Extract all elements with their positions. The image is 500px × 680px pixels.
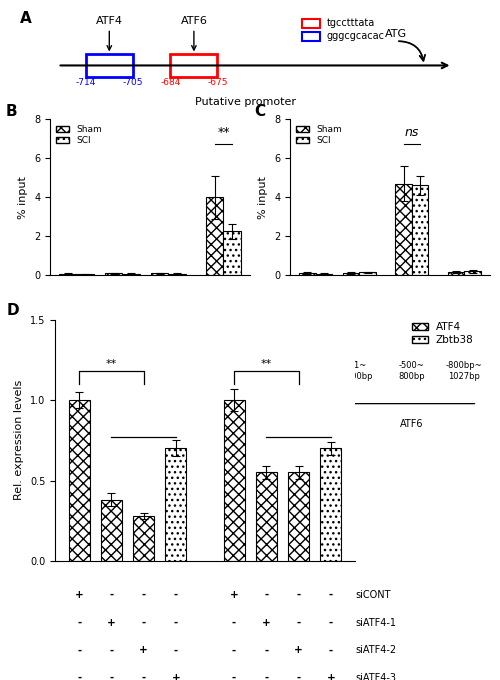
Text: -: - [110, 673, 114, 680]
Text: -: - [264, 590, 268, 600]
Bar [168, 274, 186, 275]
Text: IgG: IgG [68, 420, 85, 429]
Text: +: + [262, 617, 270, 628]
Text: ATF4: ATF4 [96, 16, 123, 50]
Bar [206, 197, 224, 275]
Bar [105, 273, 122, 275]
Text: ATG: ATG [385, 29, 407, 39]
Text: **: ** [217, 126, 230, 139]
Bar [464, 271, 481, 275]
Text: -: - [110, 590, 114, 600]
Bar [320, 448, 342, 561]
Text: -: - [296, 590, 300, 600]
Text: -: - [232, 645, 236, 656]
Bar [299, 273, 316, 275]
Bar [302, 32, 320, 41]
Text: -: - [328, 590, 333, 600]
Text: ATF6: ATF6 [180, 16, 208, 50]
Bar [151, 273, 168, 275]
Text: -: - [296, 673, 300, 680]
Text: B: B [6, 104, 18, 119]
Text: -675: -675 [207, 78, 228, 87]
Text: -: - [174, 617, 178, 628]
Text: -535~
935bp: -535~ 935bp [63, 362, 90, 381]
Bar [170, 54, 218, 77]
Text: siATF4-2: siATF4-2 [355, 645, 396, 656]
Text: siCONT: siCONT [355, 590, 390, 600]
Text: A: A [20, 12, 32, 27]
Bar [395, 184, 412, 275]
Text: +: + [294, 645, 303, 656]
Bar [412, 186, 428, 275]
Bar [68, 400, 89, 561]
Text: **: ** [106, 360, 117, 369]
Text: -: - [264, 673, 268, 680]
Text: -1~
285bp: -1~ 285bp [109, 362, 136, 381]
Bar [288, 473, 309, 561]
Text: -: - [232, 617, 236, 628]
Text: C: C [254, 104, 265, 119]
Y-axis label: Rel. expression levels: Rel. expression levels [14, 380, 24, 500]
Text: -684: -684 [160, 78, 180, 87]
Text: -500~
800bp: -500~ 800bp [302, 362, 329, 381]
Text: -: - [328, 617, 333, 628]
Text: ATF6: ATF6 [400, 420, 423, 429]
Text: -: - [77, 617, 82, 628]
Text: -1~
500bp: -1~ 500bp [346, 362, 372, 381]
Text: D: D [7, 303, 20, 318]
Text: tgcctttata: tgcctttata [326, 18, 374, 29]
Text: -500~
800bp: -500~ 800bp [398, 362, 425, 381]
Text: ns: ns [404, 126, 419, 139]
Text: -: - [77, 673, 82, 680]
Text: -800bp~
1027bp: -800bp~ 1027bp [446, 362, 482, 381]
Text: +: + [75, 590, 84, 600]
Text: +: + [326, 673, 335, 680]
Bar [166, 448, 186, 561]
Legend: Sham, SCI: Sham, SCI [54, 124, 104, 147]
Text: -: - [232, 673, 236, 680]
Text: +: + [172, 673, 180, 680]
Text: -705: -705 [122, 78, 143, 87]
Text: -: - [142, 673, 146, 680]
Y-axis label: % input: % input [258, 175, 268, 219]
Text: siATF4-3: siATF4-3 [355, 673, 396, 680]
Text: siATF4-1: siATF4-1 [355, 617, 396, 628]
Bar [133, 516, 154, 561]
Text: -: - [77, 645, 82, 656]
Bar [122, 274, 140, 275]
Bar [224, 231, 241, 275]
Text: ATF4: ATF4 [161, 420, 184, 429]
Bar [86, 54, 133, 77]
Y-axis label: % input: % input [18, 175, 28, 219]
Text: -535~
935bp: -535~ 935bp [210, 362, 237, 381]
Legend: ATF4, Zbtb38: ATF4, Zbtb38 [410, 320, 476, 347]
Bar [224, 400, 244, 561]
Bar [101, 500, 122, 561]
Bar [360, 273, 376, 275]
Bar [256, 473, 277, 561]
Bar [302, 18, 320, 28]
Text: **: ** [260, 360, 272, 369]
Bar [448, 273, 464, 275]
Legend: Sham, SCI: Sham, SCI [294, 124, 344, 147]
Text: +: + [140, 645, 148, 656]
Text: -: - [174, 590, 178, 600]
Text: +: + [230, 590, 238, 600]
Bar [316, 274, 332, 275]
Bar [343, 273, 359, 275]
Text: -714: -714 [76, 78, 96, 87]
Text: -: - [142, 617, 146, 628]
Text: -: - [264, 645, 268, 656]
Bar [59, 274, 76, 275]
Text: -: - [110, 645, 114, 656]
Text: +: + [107, 617, 116, 628]
Text: gggcgcacac: gggcgcacac [326, 31, 384, 41]
Text: -: - [328, 645, 333, 656]
Text: -: - [142, 590, 146, 600]
Text: IgG: IgG [308, 420, 324, 429]
Text: -: - [296, 617, 300, 628]
Text: -: - [174, 645, 178, 656]
Text: Putative promoter: Putative promoter [195, 97, 296, 107]
Text: -285~
535bp: -285~ 535bp [155, 362, 182, 381]
